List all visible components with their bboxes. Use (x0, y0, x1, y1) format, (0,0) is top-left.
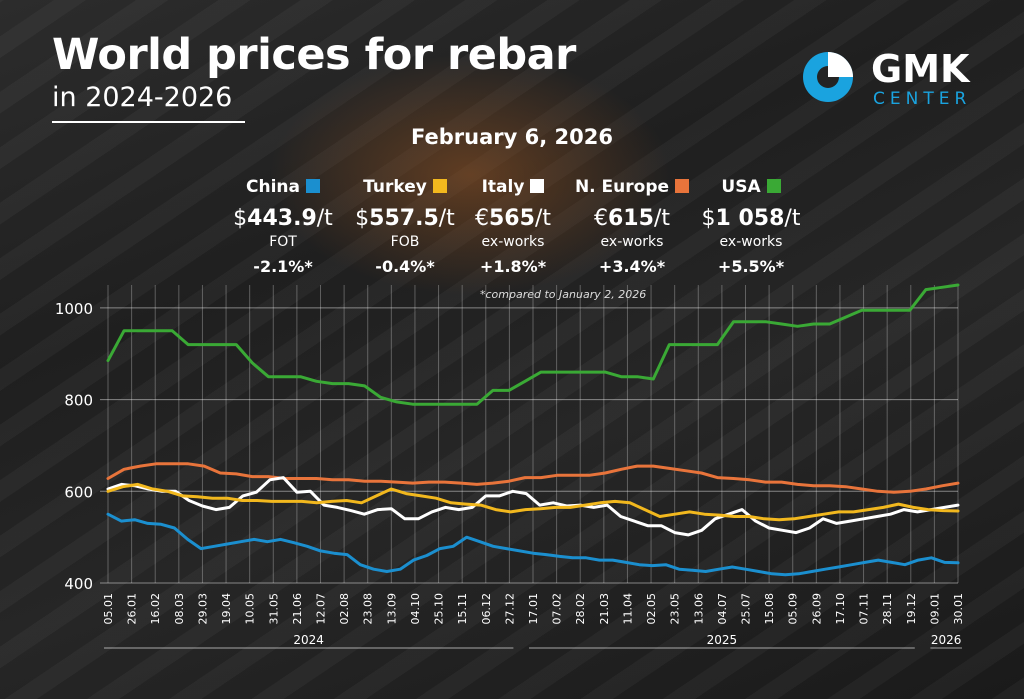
price-basis: ex-works (481, 234, 545, 250)
x-tick-label: 21.06 (291, 593, 304, 625)
x-tick-label: 13.06 (692, 593, 705, 625)
x-tick-label: 25.10 (433, 593, 446, 625)
price-suffix: /t (534, 206, 551, 231)
x-tick-label: 02.08 (338, 593, 351, 625)
card-name: China (246, 177, 300, 197)
y-tick-label: 1000 (55, 300, 93, 318)
y-tick-label: 800 (64, 392, 93, 410)
y-tick-label: 400 (64, 575, 93, 593)
price-change: -0.4%* (375, 257, 435, 276)
price-change: +3.4%* (598, 257, 666, 276)
x-tick-label: 29.03 (196, 593, 209, 625)
series-line-turkey (106, 482, 960, 522)
price-value: 1 058 (715, 206, 785, 231)
card-name: Turkey (363, 177, 427, 197)
x-tick-label: 16.02 (149, 593, 162, 625)
x-tick-label: 17.10 (834, 593, 847, 625)
price-value: 557.5 (369, 206, 439, 231)
x-tick-label: 12.07 (315, 593, 328, 625)
y-tick-label: 600 (64, 483, 93, 501)
x-tick-label: 23.05 (669, 593, 682, 625)
price-basis: FOT (269, 234, 297, 250)
price-value: 443.9 (247, 206, 317, 231)
report-date: February 6, 2026 (411, 125, 613, 149)
x-tick-label: 11.04 (621, 593, 634, 625)
page-subtitle: in 2024-2026 (52, 82, 233, 113)
x-tick-label: 02.05 (645, 593, 658, 625)
price-prefix: $ (701, 206, 716, 231)
year-label: 2025 (707, 633, 738, 647)
price-prefix: $ (233, 206, 248, 231)
x-tick-label: 15.08 (763, 593, 776, 625)
price-suffix: /t (316, 206, 333, 231)
card-name: N. Europe (574, 177, 670, 197)
price-change: +1.8%* (479, 257, 547, 276)
x-tick-label: 31.05 (267, 593, 280, 625)
price-basis: ex-works (600, 234, 664, 250)
x-tick-label: 10.05 (244, 593, 257, 625)
price-change: +5.5%* (717, 257, 785, 276)
x-tick-label: 15.11 (456, 593, 469, 625)
price-basis: FOB (390, 234, 420, 250)
comparison-note: *compared to January 2, 2026 (480, 288, 647, 301)
series-line-usa (106, 283, 960, 406)
x-tick-label: 19.12 (905, 593, 918, 625)
series-line-italy (106, 476, 960, 537)
year-label: 2024 (293, 633, 324, 647)
price-card-turkey: Turkey $557.5/t FOB -0.4%* (340, 176, 470, 279)
series-line-n-europe (106, 462, 960, 494)
price-suffix: /t (784, 206, 801, 231)
x-tick-label: 28.11 (881, 593, 894, 625)
series-line-china (106, 512, 960, 577)
x-tick-label: 05.09 (787, 593, 800, 625)
price-prefix: $ (355, 206, 370, 231)
x-tick-label: 09.01 (928, 593, 941, 625)
price-card-n-europe: N. Europe €615/t ex-works +3.4%* (567, 176, 697, 279)
price-card-italy: Italy €565/t ex-works +1.8%* (448, 176, 578, 279)
price-suffix: /t (653, 206, 670, 231)
gmk-center-logo: GMK CENTER (803, 48, 983, 110)
legend-swatch-icon (530, 179, 545, 193)
x-tick-label: 13.09 (385, 593, 398, 625)
legend-swatch-icon (766, 179, 781, 193)
legend-swatch-icon (432, 179, 447, 193)
x-tick-label: 07.11 (858, 593, 871, 625)
x-tick-label: 26.01 (126, 593, 139, 625)
x-tick-label: 25.07 (740, 593, 753, 625)
legend-swatch-icon (675, 179, 690, 193)
x-tick-label: 17.01 (527, 593, 540, 625)
price-card-china: China $443.9/t FOT -2.1%* (218, 176, 348, 279)
x-tick-label: 08.03 (173, 593, 186, 625)
x-tick-label: 04.10 (409, 593, 422, 625)
logo-subtext: CENTER (873, 89, 972, 109)
x-tick-label: 06.12 (480, 593, 493, 625)
price-suffix: /t (438, 206, 455, 231)
year-label: 2026 (931, 633, 962, 647)
x-tick-label: 23.08 (362, 593, 375, 625)
x-tick-label: 21.03 (598, 593, 611, 625)
page-title: World prices for rebar (52, 30, 576, 80)
price-prefix: € (594, 206, 608, 231)
price-basis: ex-works (719, 234, 783, 250)
x-tick-label: 19.04 (220, 593, 233, 625)
x-tick-label: 04.07 (716, 593, 729, 625)
x-tick-label: 05.01 (102, 593, 115, 625)
price-prefix: € (475, 206, 489, 231)
price-value: 565 (489, 206, 535, 231)
x-tick-label: 28.02 (574, 593, 587, 625)
price-change: -2.1%* (253, 257, 313, 276)
price-card-usa: USA $1 058/t ex-works +5.5%* (686, 176, 816, 279)
card-name: USA (721, 177, 761, 197)
x-tick-label: 07.02 (551, 593, 564, 625)
x-tick-label: 27.12 (503, 593, 516, 625)
x-tick-label: 30.01 (952, 593, 965, 625)
x-tick-label: 26.09 (810, 593, 823, 625)
card-name: Italy (481, 177, 525, 197)
title-underline (52, 121, 245, 123)
logo-text: GMK (871, 47, 970, 91)
price-value: 615 (608, 206, 654, 231)
legend-swatch-icon (305, 179, 320, 193)
